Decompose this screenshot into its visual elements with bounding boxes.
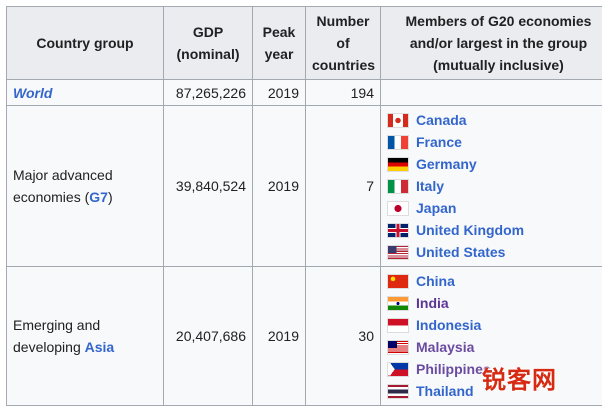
member: Italy <box>387 175 602 197</box>
flag-icon <box>387 339 409 355</box>
header-row: Country group GDP (nominal) Peak year Nu… <box>6 6 602 80</box>
flag-icon <box>387 383 409 399</box>
member-link[interactable]: Japan <box>416 200 457 216</box>
gdp-cell: 20,407,686 <box>163 266 253 406</box>
member: Canada <box>387 109 602 131</box>
flag-icon <box>387 178 409 194</box>
header-cell: Peak year <box>252 6 306 80</box>
flag-icon <box>387 244 409 260</box>
member: India <box>387 292 602 314</box>
group-cell: World <box>6 79 164 106</box>
member: China <box>387 270 602 292</box>
header-cell: Members of G20 economies and/or largest … <box>380 6 602 80</box>
table-row: World 87,265,226 2019 194 <box>6 79 602 106</box>
group-link[interactable]: World <box>13 84 53 101</box>
year-cell: 2019 <box>252 266 306 406</box>
members-cell: Canada France Germany Italy Japan United King… <box>380 105 602 267</box>
group-text: Major advanced economies ( <box>13 167 113 205</box>
flag-icon <box>387 317 409 333</box>
member-link[interactable]: Italy <box>416 178 445 194</box>
member-link[interactable]: United States <box>416 244 506 260</box>
member-link[interactable]: Indonesia <box>416 317 482 333</box>
gdp-cell: 39,840,524 <box>163 105 253 267</box>
member-link[interactable]: United Kingdom <box>416 222 525 238</box>
member: Malaysia <box>387 336 602 358</box>
flag-icon <box>387 200 409 216</box>
member-link[interactable]: Germany <box>416 156 477 172</box>
member-link[interactable]: Malaysia <box>416 339 475 355</box>
header-cell: Country group <box>6 6 164 80</box>
year-cell: 2019 <box>252 79 306 106</box>
table-row: Emerging and developing Asia 20,407,686 20… <box>6 266 602 406</box>
header-cell: GDP (nominal) <box>163 6 253 80</box>
member-link[interactable]: Canada <box>416 112 467 128</box>
member-link[interactable]: Philippines <box>416 361 491 377</box>
members-cell <box>380 79 602 106</box>
gdp-table: Country group GDP (nominal) Peak year Nu… <box>6 6 602 406</box>
member-link[interactable]: Thailand <box>416 383 474 399</box>
flag-icon <box>387 361 409 377</box>
member: Philippines <box>387 358 602 380</box>
flag-icon <box>387 222 409 238</box>
member: United Kingdom <box>387 219 602 241</box>
group-cell: Emerging and developing Asia <box>6 266 164 406</box>
group-cell: Major advanced economies (G7) <box>6 105 164 267</box>
group-link[interactable]: Asia <box>84 339 115 355</box>
table-body: World 87,265,226 2019 194 Major advanced eco… <box>6 79 602 406</box>
member: Indonesia <box>387 314 602 336</box>
count-cell: 194 <box>305 79 381 106</box>
count-cell: 7 <box>305 105 381 267</box>
member-link[interactable]: China <box>416 273 455 289</box>
group-text: Emerging and developing <box>13 317 101 355</box>
flag-icon <box>387 156 409 172</box>
year-cell: 2019 <box>252 105 306 267</box>
member-link[interactable]: France <box>416 134 462 150</box>
member: United States <box>387 241 602 263</box>
member-link[interactable]: India <box>416 295 449 311</box>
group-link[interactable]: G7 <box>89 189 108 205</box>
members-cell: China India Indonesia Malaysia Philippines Th… <box>380 266 602 406</box>
table-row: Major advanced economies (G7) 39,840,524 2… <box>6 105 602 267</box>
watermark: 锐客网 <box>482 367 557 394</box>
flag-icon <box>387 295 409 311</box>
flag-icon <box>387 134 409 150</box>
flag-icon <box>387 112 409 128</box>
flag-icon <box>387 273 409 289</box>
group-text: ) <box>107 189 113 205</box>
member: Thailand <box>387 380 602 402</box>
gdp-cell: 87,265,226 <box>163 79 253 106</box>
member: Japan <box>387 197 602 219</box>
member: France <box>387 131 602 153</box>
member: Germany <box>387 153 602 175</box>
count-cell: 30 <box>305 266 381 406</box>
header-cell: Number of countries <box>305 6 381 80</box>
